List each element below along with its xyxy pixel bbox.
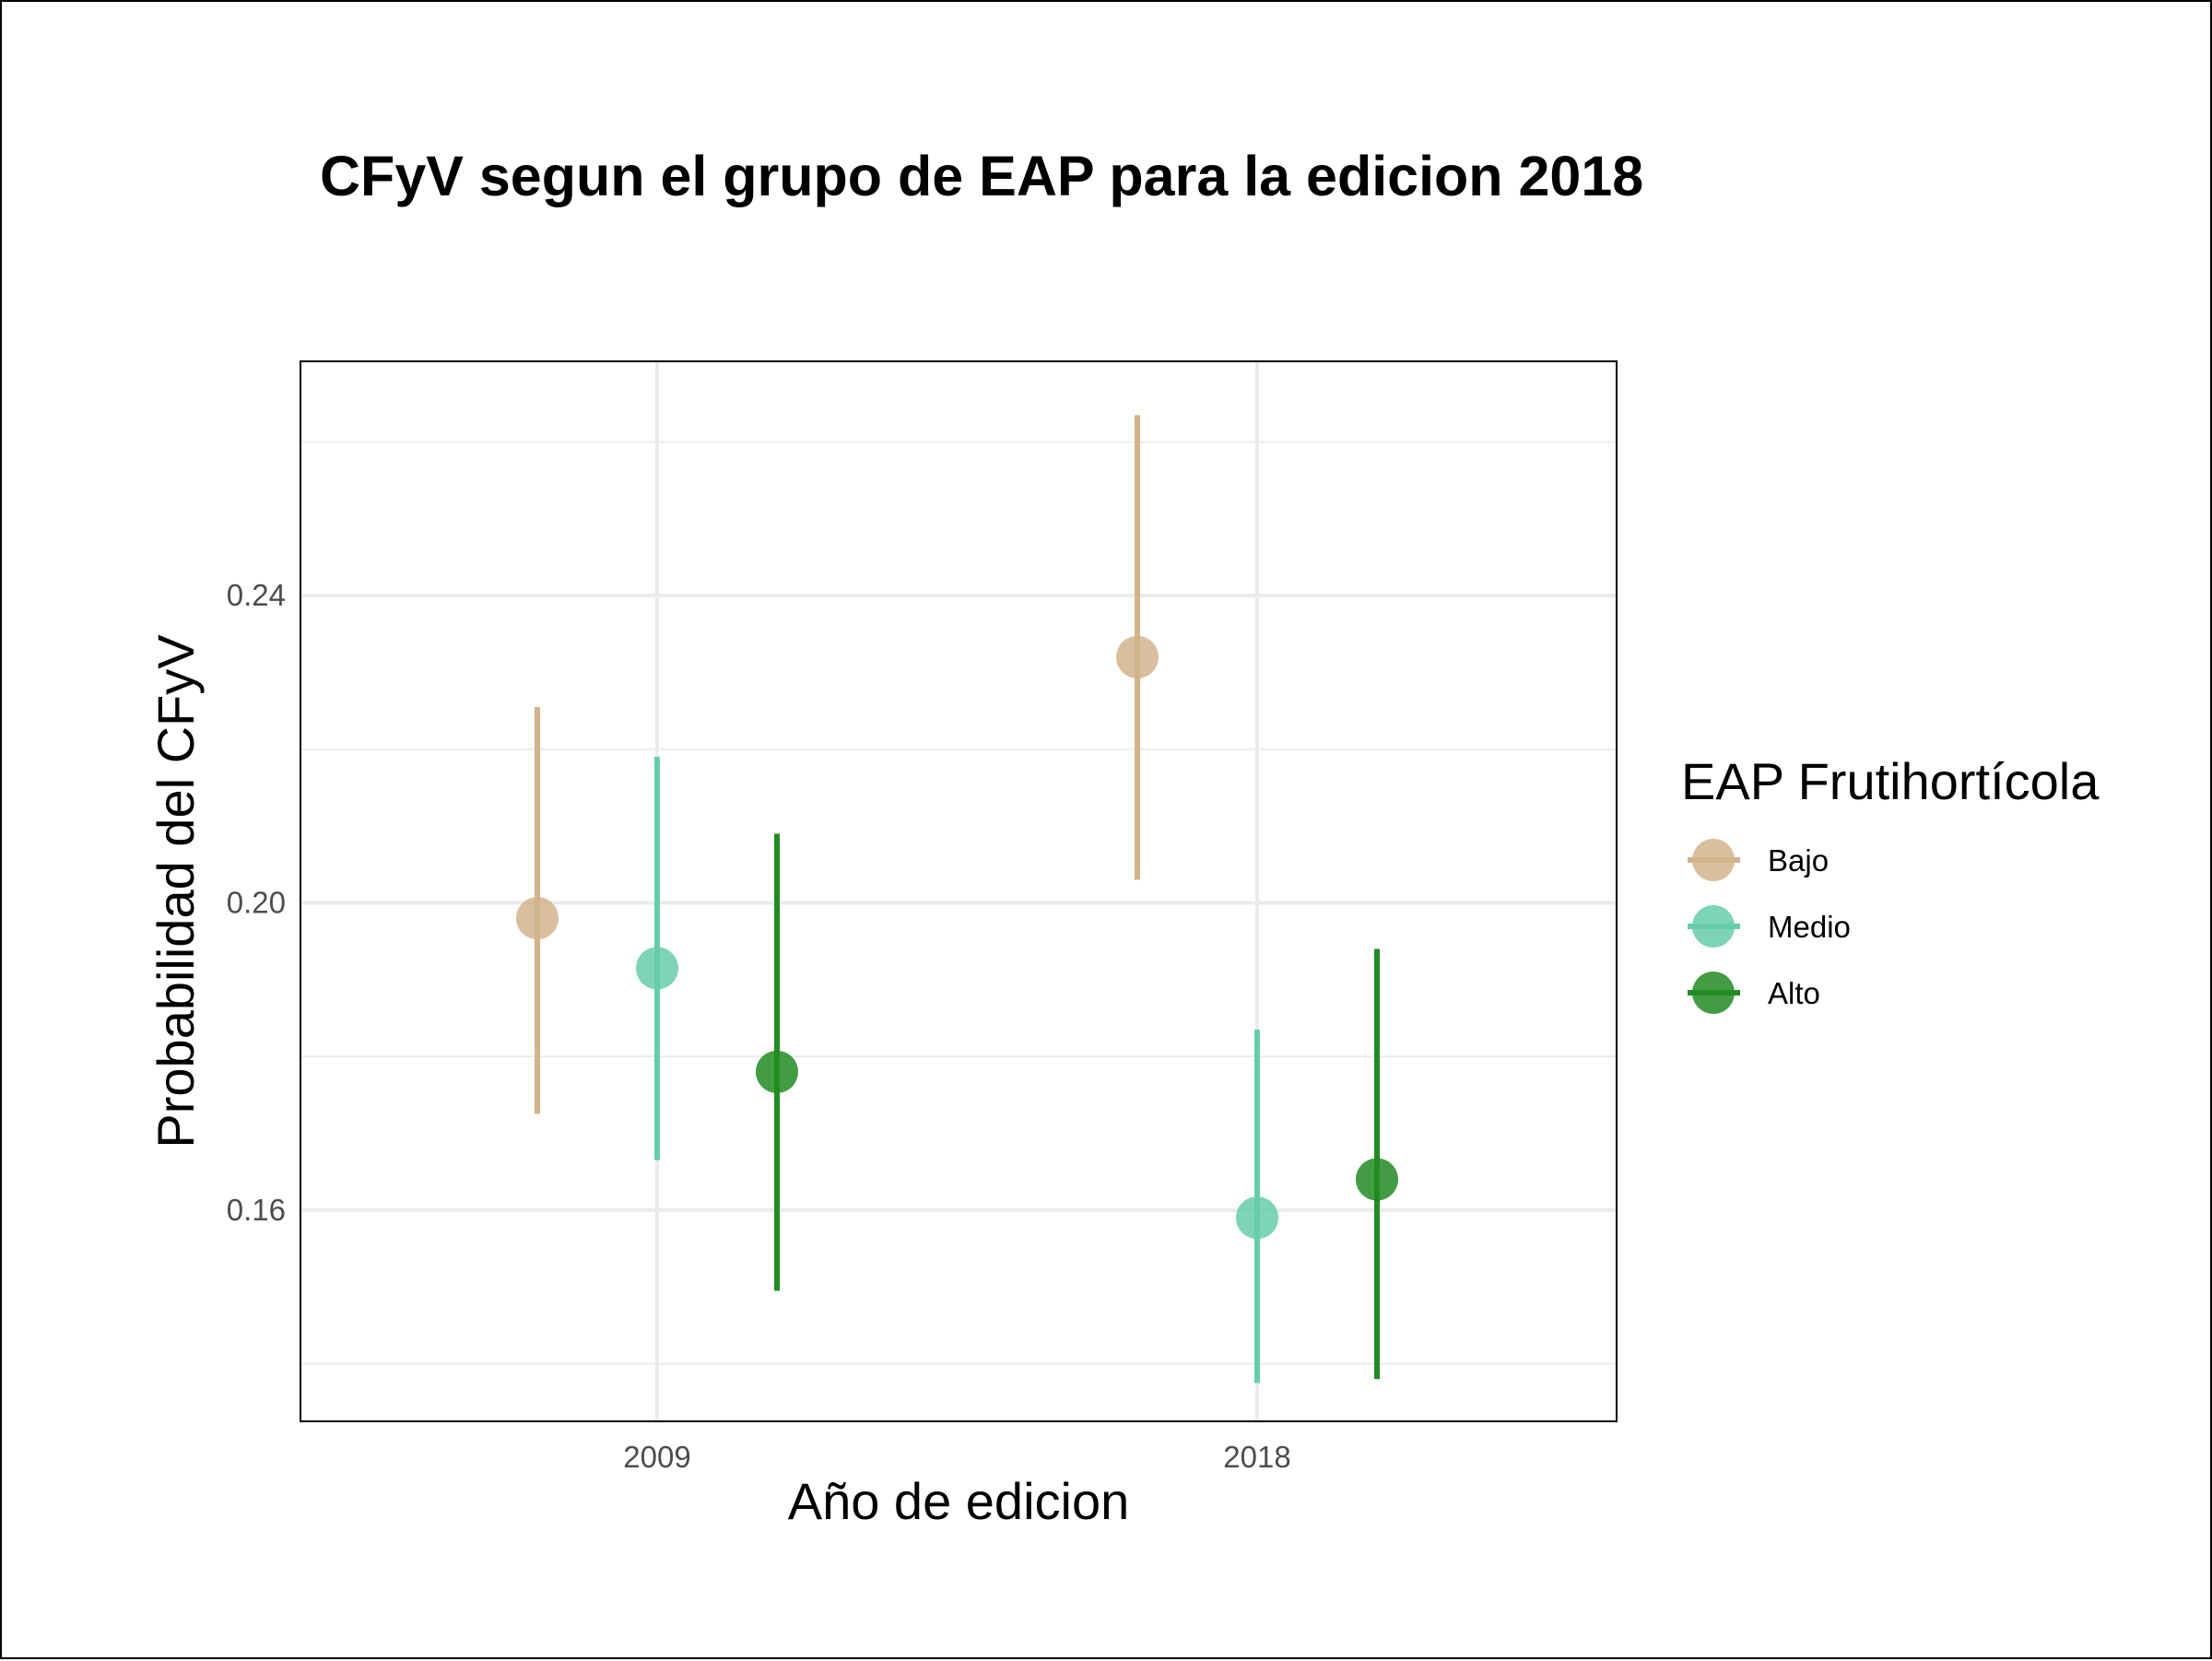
y-axis-ticks: 0.16 0.20 0.24 [227,578,286,1227]
y-tick-label: 0.16 [227,1193,286,1227]
point-medio [636,947,678,990]
y-tick-label: 0.20 [227,886,286,920]
point-medio [1236,1196,1278,1240]
x-axis-ticks: 2009 2018 [623,1440,1290,1474]
y-tick-label: 0.24 [227,578,286,612]
x-tick-label: 2009 [623,1440,690,1474]
x-axis-title: Año de edicion [788,1472,1130,1530]
chart-title: CFyV segun el grupo de EAP para la edici… [320,145,1643,207]
point-alto [1356,1158,1398,1201]
legend-label-alto: Alto [1768,976,1820,1010]
point-bajo [516,897,559,940]
legend-label-bajo: Bajo [1768,843,1829,878]
legend-key-point [1692,972,1735,1014]
point-bajo [1116,635,1159,678]
plot-panel-border [300,360,1618,1422]
legend-title: EAP Frutihortícola [1681,752,2100,810]
legend: EAP Frutihortícola Bajo Medio Alto [1681,752,2100,1014]
legend-label-medio: Medio [1768,910,1851,944]
y-axis-title: Probabilidad del CFyV [147,634,205,1149]
legend-key-point [1692,839,1735,881]
point-alto [756,1050,798,1093]
plot-marks [516,415,1398,1384]
legend-items: Bajo Medio Alto [1688,839,1851,1014]
legend-key-point [1692,905,1735,948]
grid [300,361,1617,1421]
x-tick-label: 2018 [1223,1440,1290,1474]
